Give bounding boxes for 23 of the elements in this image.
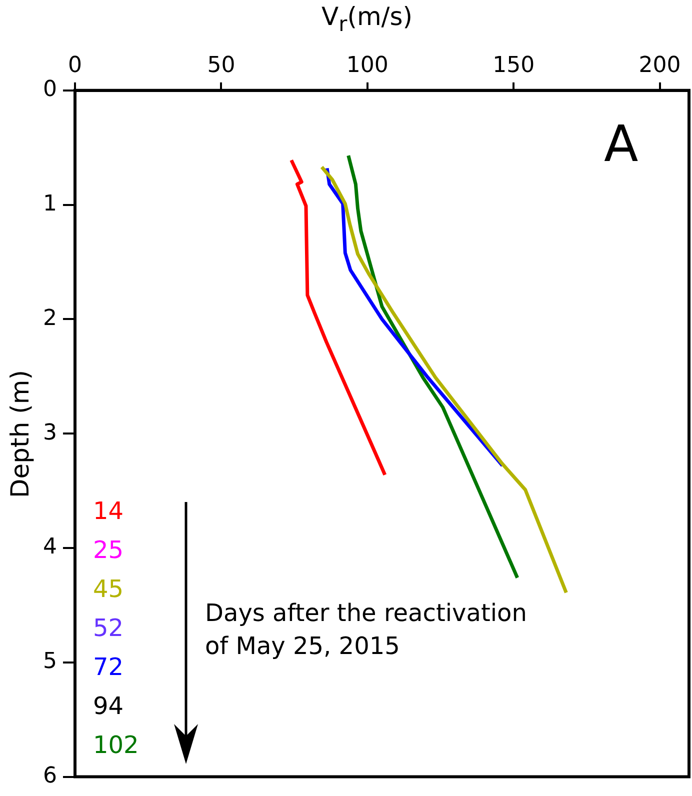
x-tick-label: 150 (492, 52, 535, 78)
y-tick-label: 0 (43, 77, 57, 102)
legend-title: Days after the reactivation of May 25, 2015 (205, 598, 528, 662)
text: 45 (93, 574, 125, 605)
x-tick-label: 50 (207, 52, 236, 78)
text: 102 (93, 730, 139, 761)
y-tick-label: 5 (43, 649, 57, 674)
x-tick-label: 200 (638, 52, 681, 78)
x-tick-label: 0 (68, 52, 82, 78)
y-tick-label: 6 (43, 764, 57, 789)
y-tick-label: 3 (43, 420, 57, 446)
y-tick-label: 4 (43, 534, 57, 560)
annotation: A (604, 115, 638, 174)
y-axis-title: Depth (m) (6, 370, 34, 498)
legend-label: 94 (93, 690, 125, 722)
text: 14 (93, 496, 125, 527)
x-tick-label: 100 (346, 52, 388, 78)
text: 72 (93, 652, 125, 683)
y-tick-label: 2 (43, 306, 57, 331)
x-axis-title: V$_{r}$(m/s) (320, 2, 414, 36)
legend-label: 25 (93, 534, 125, 566)
legend-label: 52 (93, 612, 125, 644)
y-tick-label: 1 (43, 192, 57, 217)
